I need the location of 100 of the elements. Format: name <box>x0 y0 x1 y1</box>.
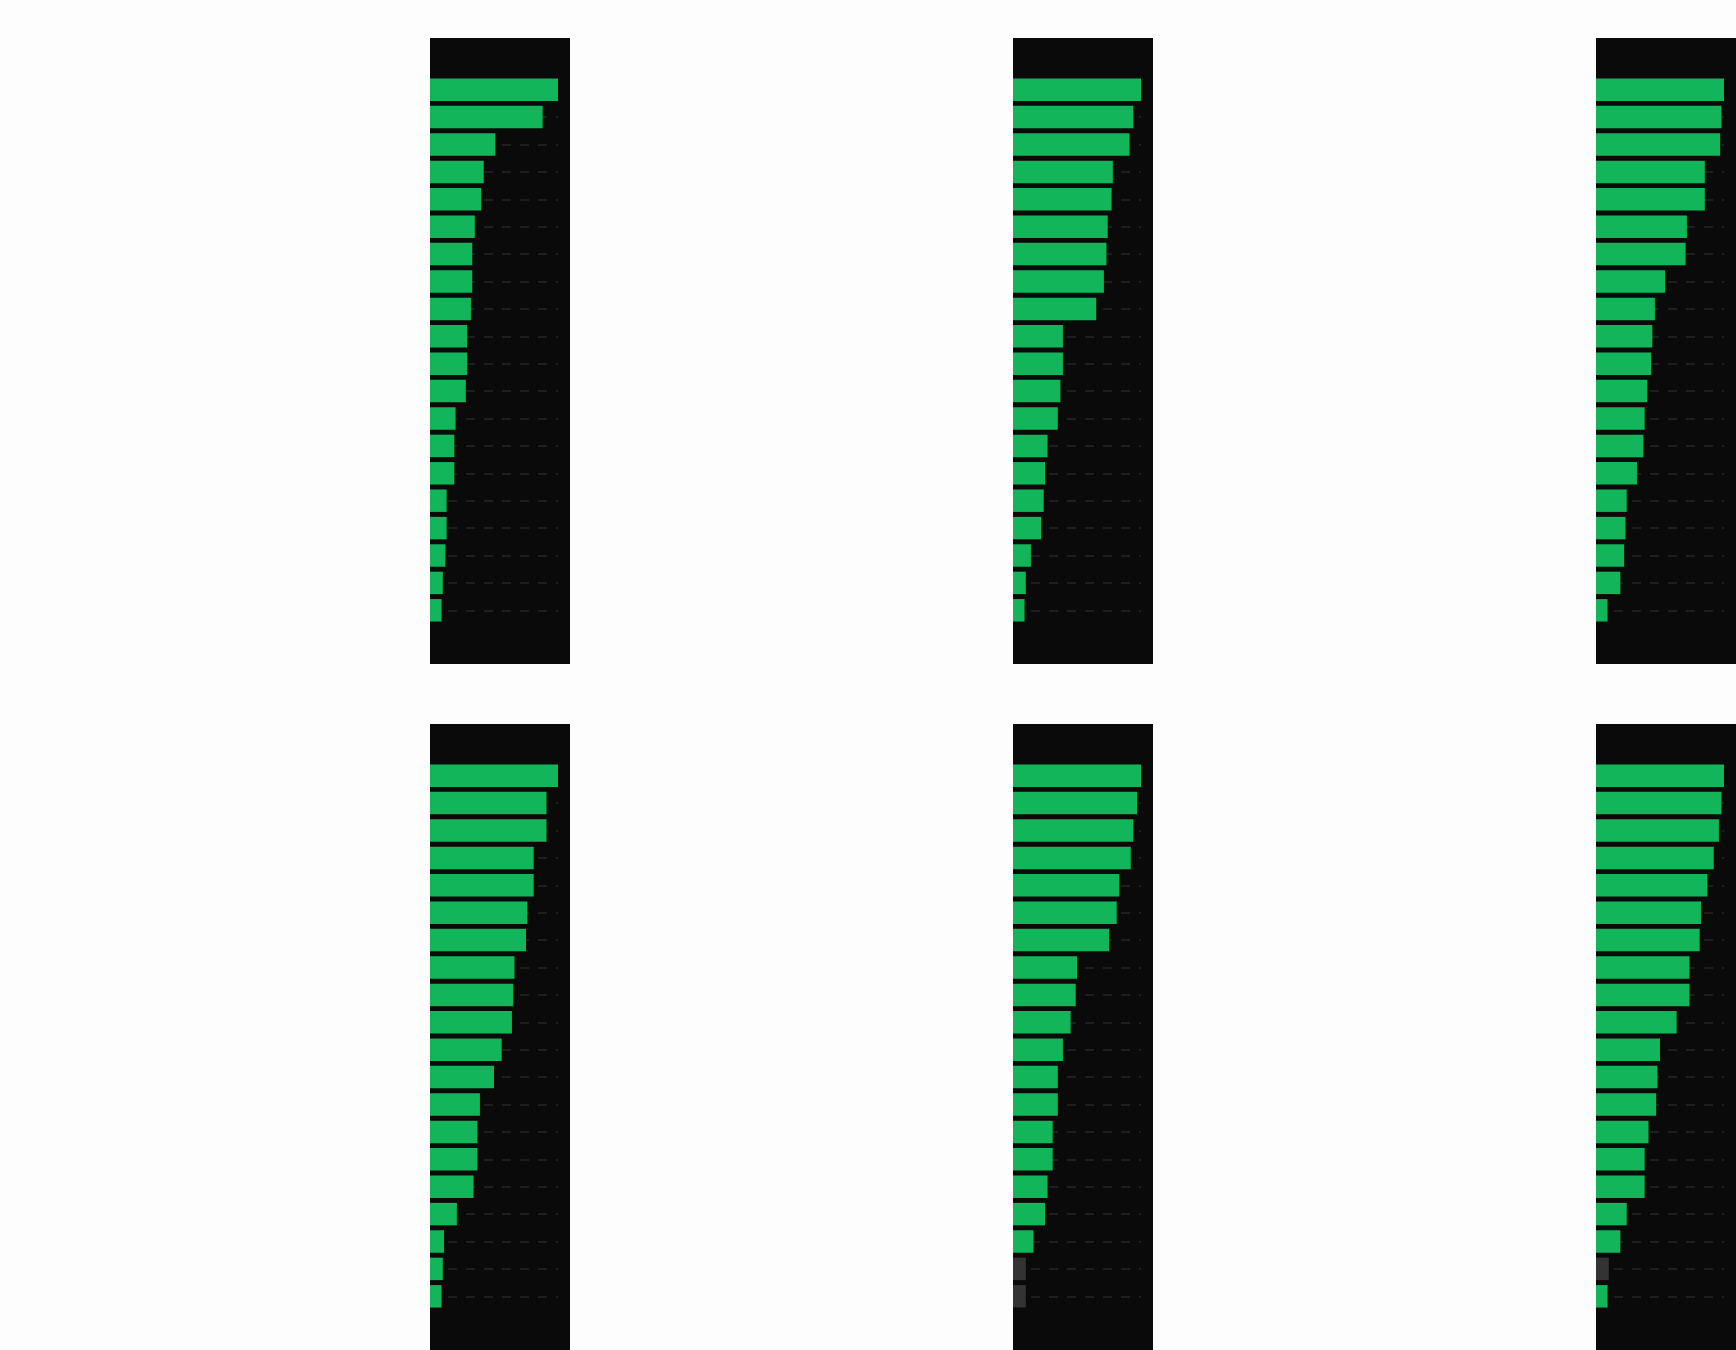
bar <box>1013 791 1138 815</box>
bar <box>1013 956 1077 979</box>
bar <box>1013 352 1063 375</box>
bar <box>1596 1065 1658 1089</box>
bar <box>1596 215 1687 238</box>
bar <box>1013 1011 1071 1034</box>
bar <box>1596 105 1722 129</box>
bar <box>1013 462 1045 485</box>
bar <box>1596 1285 1608 1308</box>
bar <box>1596 270 1666 293</box>
bar <box>1596 791 1722 815</box>
bar <box>1013 1120 1053 1144</box>
bar <box>430 133 496 156</box>
bar <box>1013 928 1109 952</box>
bar <box>1596 1093 1657 1116</box>
bar <box>430 544 446 567</box>
bar <box>430 764 558 787</box>
bar <box>1596 819 1719 842</box>
bar <box>1596 874 1708 897</box>
bar <box>1596 188 1705 211</box>
bar <box>430 379 466 403</box>
bar <box>1596 1230 1621 1253</box>
bar <box>1596 434 1644 458</box>
bar <box>430 407 456 430</box>
bar <box>430 1285 442 1308</box>
bar <box>1013 599 1025 622</box>
bar <box>1013 242 1107 266</box>
bar <box>1013 325 1063 348</box>
bar <box>1596 1011 1677 1034</box>
bar <box>430 270 473 293</box>
bar <box>1013 764 1141 787</box>
bar <box>430 1011 512 1034</box>
bar <box>430 1202 457 1226</box>
bar <box>1596 407 1645 430</box>
bar <box>430 819 547 842</box>
bar <box>1013 1230 1034 1253</box>
bar <box>1013 434 1048 458</box>
bar <box>1596 489 1627 512</box>
bar <box>430 188 482 211</box>
bar <box>1596 1175 1645 1198</box>
bar <box>1013 215 1108 238</box>
bar <box>430 1120 478 1144</box>
bar <box>1596 956 1690 979</box>
bar <box>1596 133 1721 156</box>
bar <box>1013 270 1104 293</box>
bar <box>430 1257 443 1281</box>
bar <box>430 956 515 979</box>
bar <box>1013 1202 1045 1226</box>
bar <box>430 462 455 485</box>
bar <box>1013 544 1031 567</box>
bar <box>430 1175 474 1198</box>
bar <box>1013 489 1044 512</box>
bar <box>1596 325 1653 348</box>
bar <box>1013 1175 1048 1198</box>
bar <box>1013 133 1130 156</box>
bar <box>1596 379 1648 403</box>
bar <box>1013 1065 1058 1089</box>
bar <box>1013 1093 1058 1116</box>
bar <box>430 874 534 897</box>
bar <box>1596 1038 1660 1061</box>
bar <box>1596 846 1714 870</box>
bar <box>1013 297 1097 321</box>
bar <box>1013 1038 1063 1061</box>
bar <box>1596 160 1705 184</box>
bar <box>430 78 558 101</box>
bar <box>430 1148 478 1171</box>
bar <box>1013 1148 1053 1171</box>
bar <box>430 105 543 129</box>
bar <box>1013 819 1134 842</box>
bar <box>430 928 526 952</box>
bar <box>430 1065 494 1089</box>
bar <box>1596 1148 1645 1171</box>
bar <box>1013 874 1120 897</box>
bar <box>430 215 475 238</box>
bar <box>430 297 471 321</box>
bar <box>430 325 468 348</box>
bar <box>1013 188 1112 211</box>
bar <box>1013 379 1061 403</box>
bar <box>430 516 447 540</box>
bar <box>430 599 442 622</box>
bar <box>1596 983 1690 1007</box>
bar <box>430 434 455 458</box>
bar <box>430 352 468 375</box>
bar <box>430 1093 480 1116</box>
bar <box>430 1230 445 1253</box>
bar <box>430 791 547 815</box>
bar <box>1596 1257 1609 1281</box>
bar <box>1596 297 1655 321</box>
bar <box>430 846 534 870</box>
bar <box>1013 571 1026 595</box>
bar <box>1596 242 1686 266</box>
bar <box>1013 160 1113 184</box>
bar <box>1596 516 1626 540</box>
bar <box>430 571 443 595</box>
bar <box>430 1038 502 1061</box>
bar <box>1596 928 1700 952</box>
bar <box>1596 599 1608 622</box>
bar <box>1013 78 1141 101</box>
bar <box>1013 105 1134 129</box>
bar <box>430 160 484 184</box>
